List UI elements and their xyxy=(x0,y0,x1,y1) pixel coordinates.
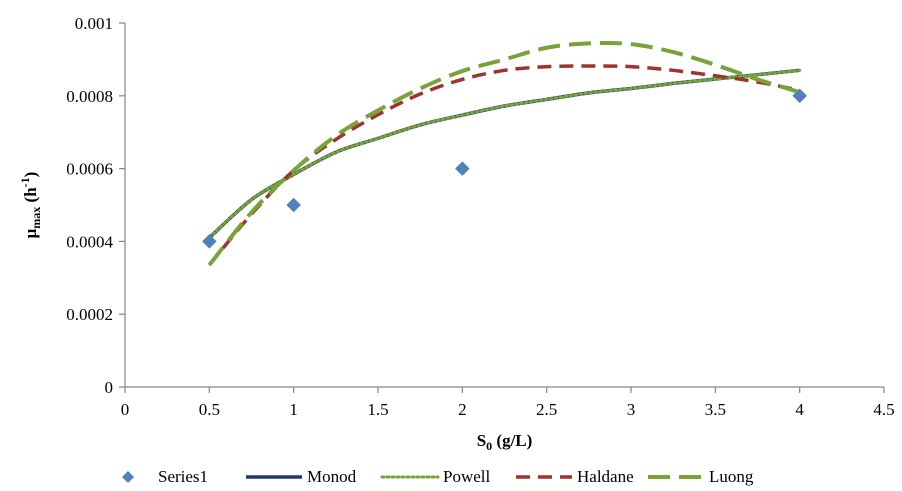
marker-layer xyxy=(201,88,808,249)
axes xyxy=(124,23,884,388)
x-tick-label: 3.5 xyxy=(705,400,726,419)
x-tick-label: 0.5 xyxy=(199,400,220,419)
y-tick-label: 0.0002 xyxy=(66,305,113,324)
y-tick-label: 0.0008 xyxy=(66,87,113,106)
legend-label-powell: Powell xyxy=(443,467,491,486)
data-point-series1 xyxy=(286,197,302,213)
x-ticks: 0 0.5 1 1.5 2 2.5 3 3.5 4 4.5 xyxy=(121,387,895,419)
data-point-series1 xyxy=(792,88,808,104)
legend-item-monod: Monod xyxy=(246,467,357,486)
y-tick-label: 0.0004 xyxy=(66,232,113,251)
legend-label-haldane: Haldane xyxy=(577,467,634,486)
y-axis-title-subscript: max xyxy=(29,207,43,229)
x-tick-label: 3 xyxy=(627,400,636,419)
y-ticks: 0 0.0002 0.0004 0.0006 0.0008 0.001 xyxy=(66,14,125,397)
y-axis-title-main: μ xyxy=(21,228,40,238)
legend-label-monod: Monod xyxy=(307,467,357,486)
series-line-luong xyxy=(207,40,801,267)
x-tick-label: 2 xyxy=(458,400,467,419)
x-tick-label: 0 xyxy=(121,400,130,419)
x-axis-title-main: S xyxy=(477,431,486,450)
legend-item-powell: Powell xyxy=(380,467,491,486)
y-tick-label: 0.001 xyxy=(75,14,113,33)
legend-swatch-series1 xyxy=(122,471,134,483)
x-tick-label: 4 xyxy=(795,400,804,419)
legend: Series1 Monod Powell Haldane Luong xyxy=(122,467,754,486)
x-tick-label: 1 xyxy=(289,400,298,419)
series-layer xyxy=(207,40,802,267)
x-tick-label: 2.5 xyxy=(536,400,557,419)
x-tick-label: 4.5 xyxy=(873,400,894,419)
y-tick-label: 0 xyxy=(105,378,114,397)
legend-item-series1: Series1 xyxy=(122,467,208,486)
y-tick-label: 0.0006 xyxy=(66,160,113,179)
x-axis-title: S0 (g/L) xyxy=(477,431,533,453)
data-point-series1 xyxy=(201,234,217,249)
series-line-powell xyxy=(207,68,802,240)
legend-item-luong: Luong xyxy=(648,467,754,486)
x-axis-title-rest: (g/L) xyxy=(492,431,532,450)
y-axis-title-end: ) xyxy=(21,172,40,178)
legend-item-haldane: Haldane xyxy=(516,467,634,486)
data-point-series1 xyxy=(454,161,470,176)
y-axis-title: μmax (h-1) xyxy=(18,172,43,239)
y-axis-title-superscript: -1 xyxy=(18,177,32,187)
y-axis-title-rest: (h xyxy=(21,187,40,207)
series-line-monod xyxy=(208,68,800,240)
x-tick-label: 1.5 xyxy=(367,400,388,419)
legend-label-series1: Series1 xyxy=(158,467,208,486)
legend-label-luong: Luong xyxy=(709,467,754,486)
x-axis-title-subscript: 0 xyxy=(486,439,492,453)
